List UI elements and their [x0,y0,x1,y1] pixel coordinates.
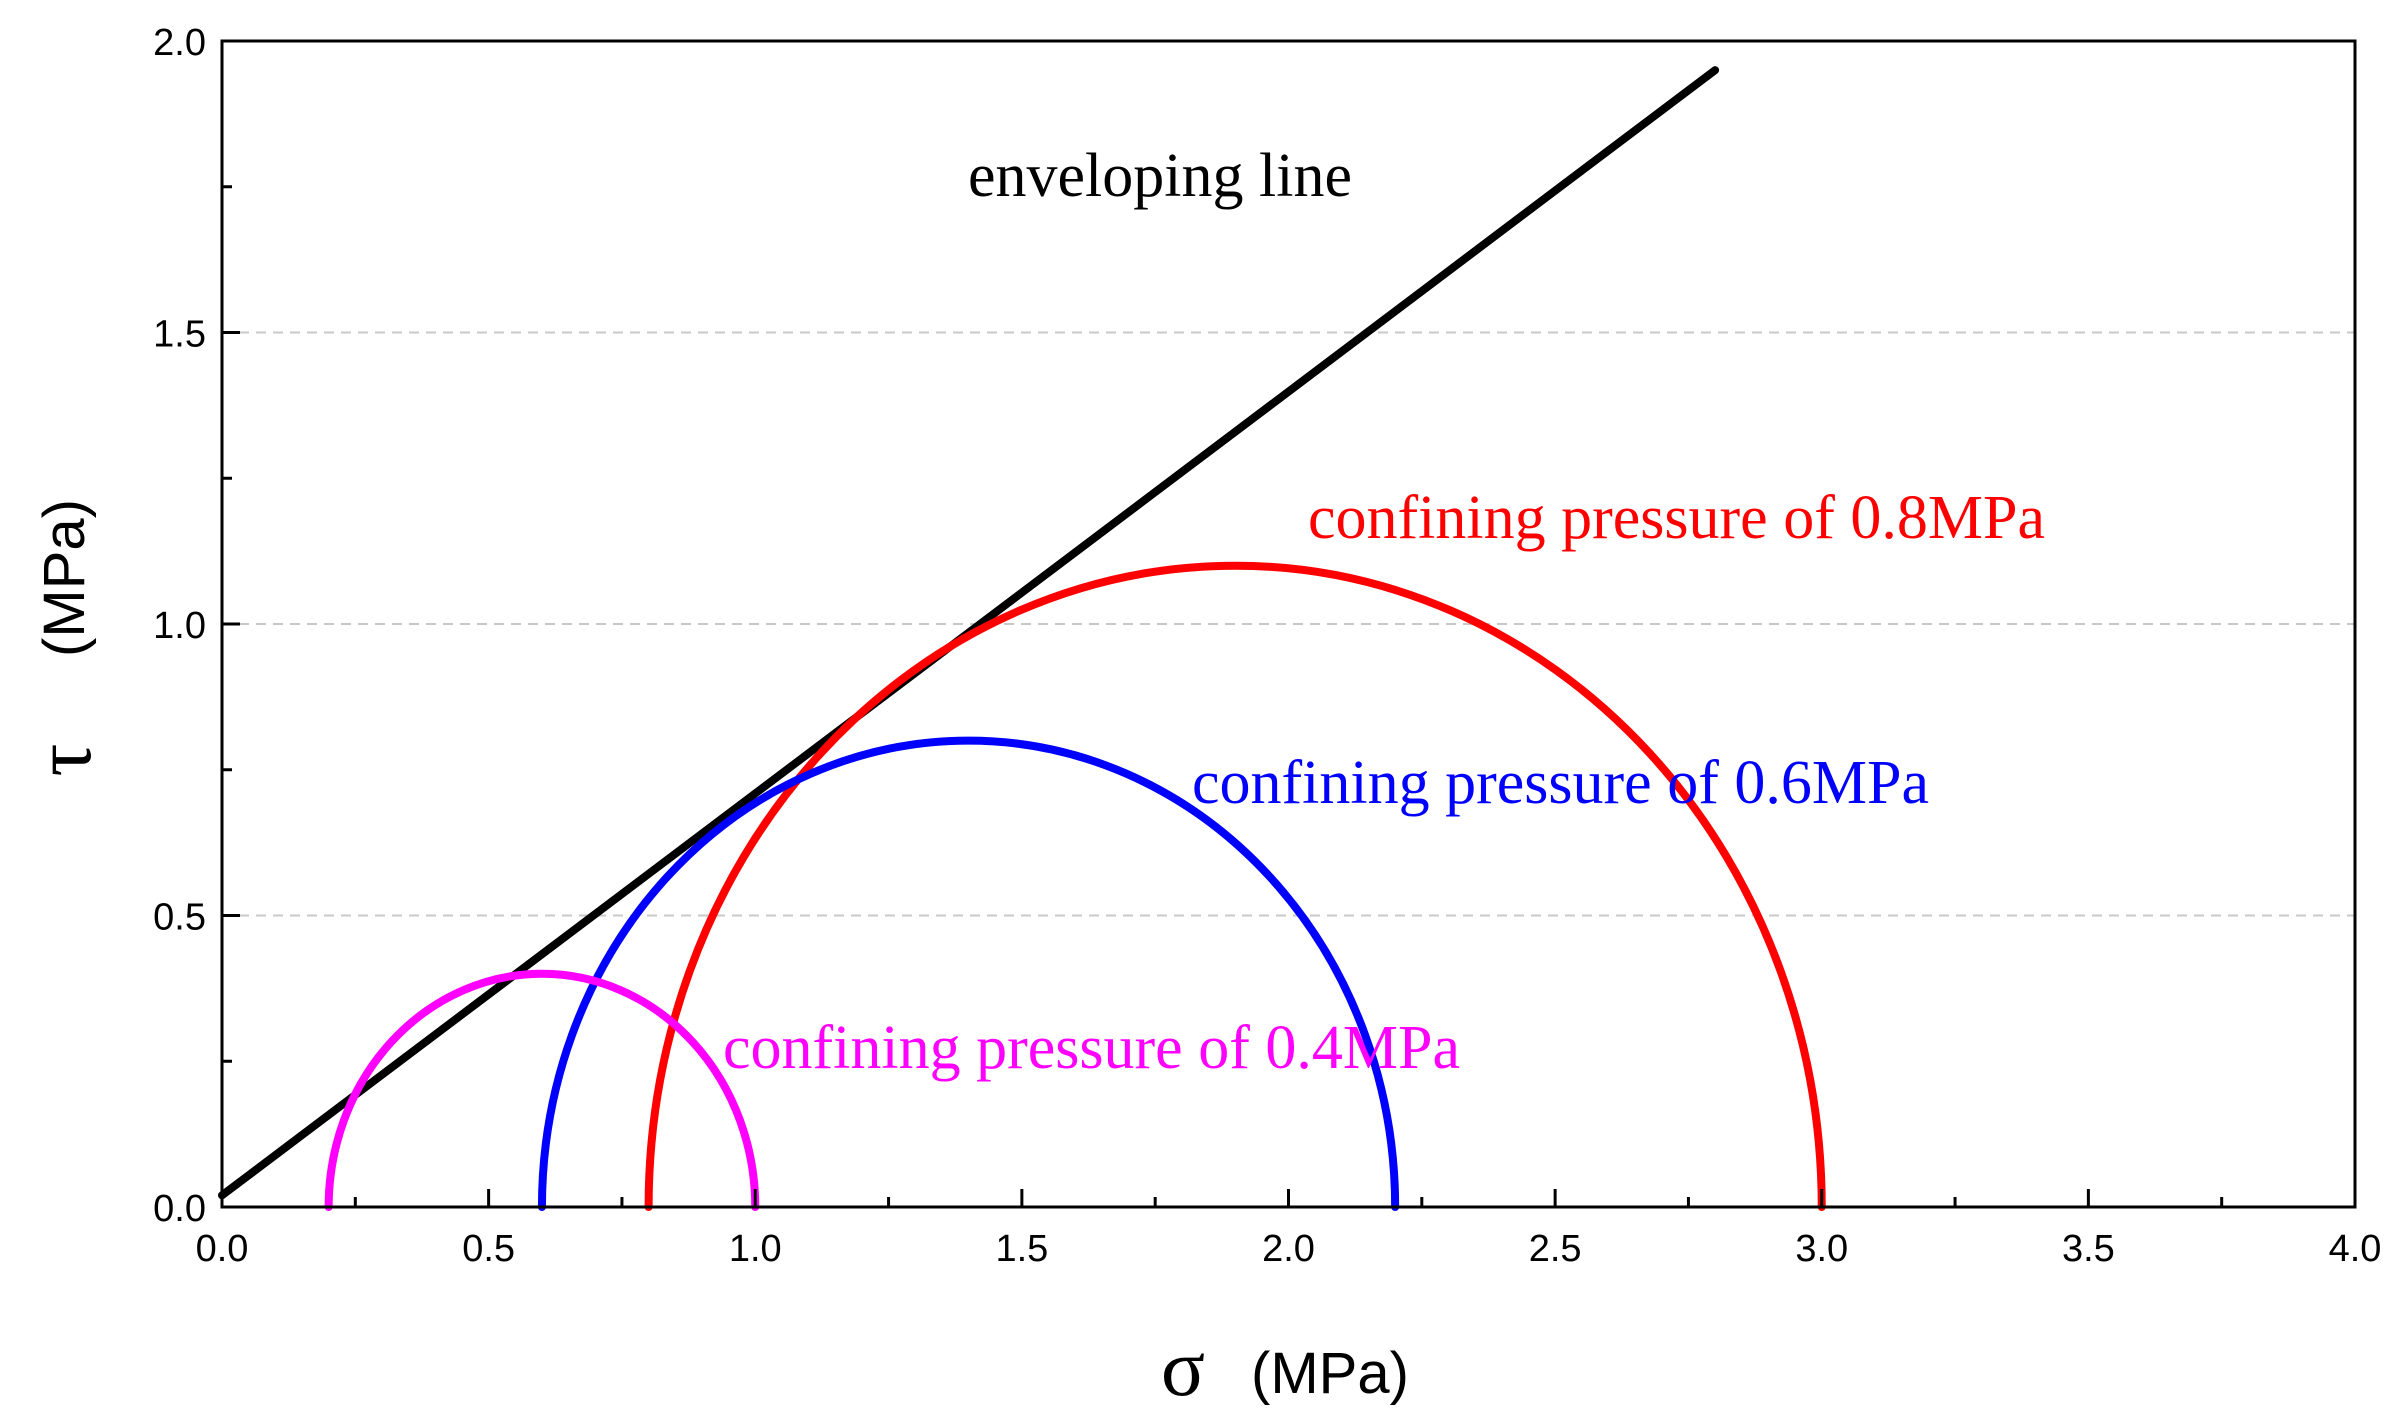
x-axis-unit: (MPa) [1251,1341,1409,1406]
series-labels: enveloping line confining pressure of 0.8… [723,142,2045,1082]
mohr-circle-0.2-1 [324,969,760,1211]
x-tick-label: 1.5 [995,1228,1048,1270]
mohr-circle-0.8-3 [644,561,1826,1211]
x-tick-label: 2.0 [1262,1228,1315,1270]
x-axis-symbol: σ [1161,1322,1205,1413]
series-label: confining pressure of 0.4MPa [723,1014,1460,1082]
y-tick-label: 1.0 [153,605,206,647]
x-tick-label: 4.0 [2329,1228,2382,1270]
y-tick-label: 0.0 [153,1188,206,1230]
y-tick-label: 0.5 [153,897,206,939]
grid [222,331,2355,917]
axis-ticks: 0.0 0.5 1.0 1.5 2.0 2.5 3.0 3.5 4.0 0.0 0.5 1.0 1.5 2… [153,22,2381,1270]
y-tick-label: 1.5 [153,314,206,356]
x-tick-label: 0.5 [462,1228,515,1270]
y-tick-label: 2.0 [153,22,206,64]
series-label: confining pressure of 0.6MPa [1192,749,1929,817]
y-axis-unit: (MPa) [32,499,97,657]
x-tick-label: 1.0 [729,1228,782,1270]
x-tick-label: 3.0 [1795,1228,1848,1270]
x-tick-label: 3.5 [2062,1228,2115,1270]
series-label: confining pressure of 0.8MPa [1308,484,2045,552]
x-tick-label: 2.5 [1529,1228,1582,1270]
series-label: enveloping line [968,142,1352,210]
x-tick-label: 0.0 [196,1228,249,1270]
series-layer [218,66,1826,1211]
y-axis-symbol: τ [17,744,108,777]
